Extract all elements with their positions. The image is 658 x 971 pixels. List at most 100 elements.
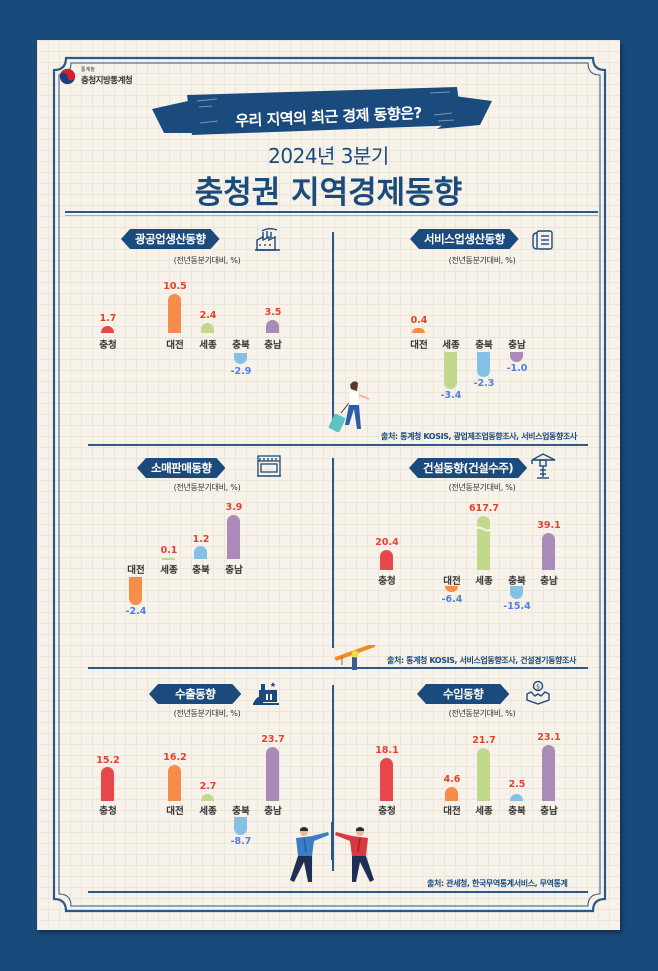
bar-sejong — [477, 748, 490, 801]
category-label: 충남 — [508, 340, 526, 351]
category-label: 충남 — [225, 565, 243, 576]
bar-sejong — [201, 323, 214, 333]
category-label: 대전 — [443, 806, 461, 817]
category-label: 충남 — [540, 806, 558, 817]
bar-sejong — [477, 516, 490, 570]
section-mining-manufacturing: 광공업생산동향 — [121, 229, 220, 249]
value-label: 23.1 — [537, 732, 561, 743]
crane-icon — [531, 453, 556, 479]
vertical-divider — [332, 458, 334, 648]
taegeuk-emblem-icon — [59, 68, 76, 85]
document-phone-icon — [532, 230, 553, 250]
bar-chungbuk — [477, 352, 490, 377]
unit-label: (전년동분기대비, %) — [173, 256, 241, 265]
factory-icon — [255, 228, 280, 251]
value-label: 617.7 — [468, 503, 500, 514]
category-label: 충남 — [540, 576, 558, 587]
bar-chungnam — [266, 320, 279, 333]
source-note: 출처: 통계청 KOSIS, 광업제조업동향조사, 서비스업동향조사 — [381, 432, 577, 441]
port-icon — [253, 682, 279, 705]
category-label: 대전 — [443, 576, 461, 587]
value-label: 23.7 — [261, 734, 285, 745]
value-label: 21.7 — [472, 735, 496, 746]
section-title: 건설동향(건설수주) — [409, 458, 527, 478]
value-label: 1.2 — [192, 534, 210, 545]
value-label: -2.3 — [473, 378, 495, 389]
value-label: 2.5 — [508, 779, 526, 790]
category-label: 세종 — [199, 806, 217, 817]
value-label: -2.4 — [125, 606, 147, 617]
org-name: 충청지방통계청 — [81, 76, 133, 86]
unit-label: (전년동분기대비, %) — [448, 483, 516, 492]
category-label: 충북 — [475, 340, 493, 351]
unit-label: (전년동분기대비, %) — [173, 709, 241, 718]
bar-chungbuk — [510, 586, 523, 599]
category-label: 세종 — [160, 565, 178, 576]
category-label: 충남 — [264, 806, 282, 817]
section-retail: 소매판매동향 — [137, 458, 225, 478]
value-label: 2.4 — [199, 310, 217, 321]
category-label: 세종 — [475, 576, 493, 587]
page-title: 충청권 지역경제동향 — [194, 175, 463, 211]
value-label: -3.4 — [440, 390, 462, 401]
section-title: 수출동향 — [149, 684, 241, 704]
bar-chungcheong — [101, 326, 114, 333]
bar-daejeon — [129, 577, 142, 605]
bar-chungnam — [266, 747, 279, 801]
category-label: 대전 — [410, 340, 428, 351]
page-subtitle: 2024년 3분기 — [268, 144, 389, 168]
bar-chungcheong — [380, 550, 393, 570]
bar-sejong — [162, 558, 175, 560]
source-note: 출처: 관세청, 한국무역통계서비스, 무역통계 — [427, 879, 568, 888]
org-logo: 통계청 충청지방통계청 — [59, 67, 133, 86]
unit-label: (전년동분기대비, %) — [448, 256, 516, 265]
value-label: 18.1 — [375, 745, 399, 756]
bar-chungcheong — [380, 758, 393, 801]
section-exports: 수출동향 — [149, 684, 241, 704]
category-label: 대전 — [166, 340, 184, 351]
bar-daejeon — [445, 586, 458, 592]
value-label: 3.9 — [225, 502, 243, 513]
category-label: 충청 — [378, 806, 396, 817]
bar-chungcheong — [101, 767, 114, 801]
value-label: 0.4 — [410, 315, 428, 326]
category-label: 충청 — [99, 806, 117, 817]
bar-chungnam — [510, 352, 523, 362]
category-label: 대전 — [127, 565, 145, 576]
traveler-illustration — [328, 381, 370, 433]
handshake-dollar-icon: $ — [526, 680, 550, 705]
section-title: 수입동향 — [417, 684, 509, 704]
section-imports: 수입동향 — [417, 684, 509, 704]
value-label: -6.4 — [441, 594, 463, 605]
category-label: 충북 — [192, 565, 210, 576]
category-label: 충북 — [232, 806, 250, 817]
value-label: 39.1 — [537, 520, 561, 531]
store-icon — [257, 455, 281, 477]
value-label: 10.5 — [163, 281, 187, 292]
category-label: 충청 — [378, 576, 396, 587]
category-label: 충북 — [232, 340, 250, 351]
axis-break-icon — [475, 526, 492, 532]
value-label: 15.2 — [96, 755, 120, 766]
row-divider — [88, 444, 588, 446]
category-label: 충청 — [99, 340, 117, 351]
value-label: -8.7 — [230, 836, 252, 847]
vertical-divider — [332, 685, 334, 871]
unit-label: (전년동분기대비, %) — [448, 709, 516, 718]
ribbon-banner — [152, 87, 492, 135]
two-people-pushing-illustration — [290, 822, 374, 882]
unit-label: (전년동분기대비, %) — [173, 483, 241, 492]
value-label: -2.9 — [230, 366, 252, 377]
bar-chungnam — [542, 745, 555, 801]
value-label: -15.4 — [503, 601, 531, 612]
category-label: 충북 — [508, 576, 526, 587]
category-label: 충북 — [508, 806, 526, 817]
header-divider — [65, 211, 598, 213]
svg-text:$: $ — [536, 684, 540, 691]
category-label: 세종 — [199, 340, 217, 351]
value-label: -1.0 — [506, 363, 528, 374]
bar-daejeon — [168, 294, 181, 333]
category-label: 세종 — [442, 340, 460, 351]
section-construction: 건설동향(건설수주) — [409, 458, 527, 478]
bar-chungbuk — [194, 546, 207, 559]
